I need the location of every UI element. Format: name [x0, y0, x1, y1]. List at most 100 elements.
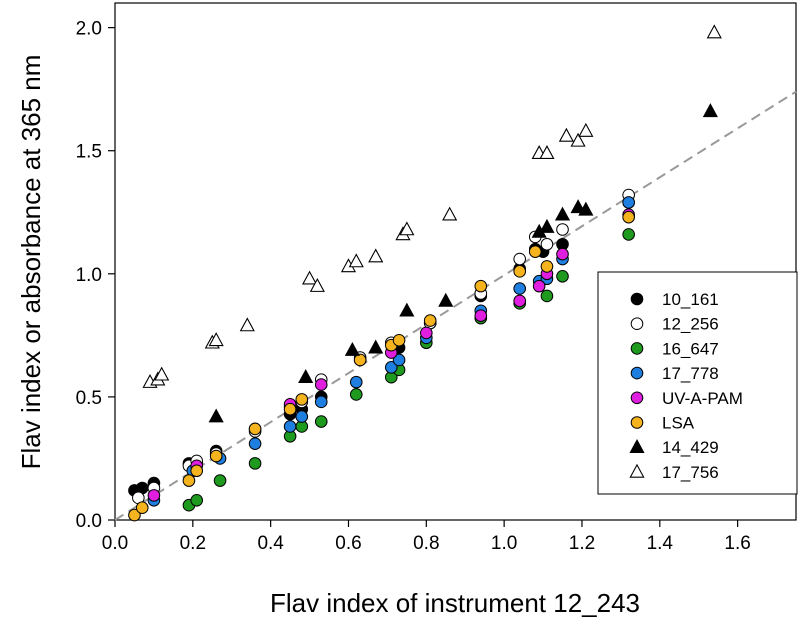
y-axis-label: Flav index or absorbance at 365 nm — [16, 55, 46, 470]
data-point — [344, 341, 360, 356]
data-point — [474, 279, 488, 293]
y-tick-label: 1.0 — [76, 265, 102, 286]
data-point — [570, 199, 586, 214]
y-axis: 0.0 0.5 1.0 1.5 2.0 — [76, 19, 115, 532]
data-point — [314, 415, 328, 428]
data-point — [420, 326, 433, 340]
data-point — [182, 474, 196, 487]
data-point — [578, 201, 594, 216]
legend-marker — [630, 342, 644, 355]
x-tick-label: 0.0 — [102, 533, 128, 554]
data-point — [283, 420, 297, 433]
series-6 — [208, 103, 718, 423]
legend-label: 14_429 — [662, 438, 719, 457]
data-point — [190, 494, 204, 507]
x-tick-label: 0.6 — [335, 533, 361, 554]
data-point — [558, 127, 574, 142]
data-point — [248, 437, 262, 450]
data-point — [532, 279, 546, 293]
data-point — [540, 289, 554, 303]
data-point — [528, 245, 542, 258]
data-point — [348, 253, 364, 268]
y-tick-label: 0.5 — [76, 388, 102, 409]
data-point — [349, 375, 363, 389]
data-point — [702, 103, 718, 118]
data-point — [622, 210, 635, 224]
legend-item: 17_778 — [630, 364, 719, 383]
data-point — [295, 410, 309, 423]
data-point — [570, 132, 586, 147]
data-point — [423, 314, 437, 327]
data-point — [283, 402, 297, 416]
legend: 10_161 12_256 16_647 17_778 UV-A-PAM LSA 14_42… — [597, 271, 798, 495]
legend-label: 17_778 — [662, 364, 719, 383]
legend-marker — [629, 463, 645, 478]
data-point — [353, 353, 367, 367]
data-point — [438, 292, 454, 307]
x-tick-label: 1.4 — [647, 533, 674, 554]
legend-frame — [597, 271, 798, 495]
legend-item: 10_161 — [630, 290, 719, 309]
x-tick-label: 0.8 — [413, 533, 439, 554]
legend-marker — [630, 366, 644, 380]
y-tick-label: 1.5 — [76, 142, 102, 163]
series-7 — [142, 24, 722, 388]
data-point — [208, 408, 224, 423]
data-point — [442, 206, 458, 221]
data-point — [513, 294, 527, 308]
x-axis: 0.0 0.2 0.4 0.6 0.8 1.0 1.2 1.4 1.6 — [102, 520, 751, 554]
data-point — [539, 218, 555, 233]
data-point — [190, 464, 204, 478]
y-tick-label: 2.0 — [76, 19, 102, 40]
data-point — [622, 196, 635, 209]
data-point — [540, 260, 554, 273]
data-point — [399, 221, 415, 236]
legend-marker — [629, 439, 645, 454]
data-point — [399, 302, 415, 317]
data-point — [208, 332, 224, 347]
legend-marker — [630, 317, 644, 331]
data-point — [539, 145, 555, 159]
legend-label: 12_256 — [662, 315, 719, 334]
x-tick-label: 0.4 — [257, 533, 284, 554]
data-point — [314, 378, 328, 391]
legend-item: 14_429 — [629, 438, 719, 457]
data-point — [556, 269, 569, 283]
data-point — [706, 24, 722, 39]
data-point — [474, 309, 488, 322]
series-5 — [128, 210, 635, 522]
data-point — [513, 282, 527, 295]
data-point — [540, 237, 554, 251]
data-point — [392, 353, 406, 367]
x-tick-label: 1.0 — [491, 533, 517, 554]
data-point — [248, 457, 262, 470]
x-tick-label: 1.2 — [569, 533, 595, 554]
data-point — [392, 333, 406, 347]
data-point — [622, 228, 635, 241]
legend-label: LSA — [662, 414, 695, 433]
legend-label: 10_161 — [662, 290, 719, 309]
series-0 — [128, 196, 635, 497]
data-point — [384, 361, 398, 374]
legend-label: 17_756 — [662, 463, 719, 482]
data-point — [239, 317, 255, 332]
data-point — [368, 339, 384, 354]
data-point — [314, 395, 328, 409]
data-points — [128, 24, 722, 522]
legend-item: UV-A-PAM — [630, 389, 743, 408]
legend-item: 16_647 — [630, 339, 719, 358]
data-point — [295, 393, 309, 406]
data-point — [578, 122, 594, 137]
legend-item: 17_756 — [629, 463, 719, 482]
legend-label: 16_647 — [662, 339, 719, 358]
data-point — [248, 422, 262, 436]
plot-frame — [114, 2, 797, 521]
data-point — [349, 388, 363, 401]
y-tick-label: 0.0 — [76, 511, 102, 532]
legend-item: 12_256 — [630, 315, 719, 334]
legend-marker — [630, 391, 644, 405]
data-point — [513, 265, 527, 278]
data-point — [513, 252, 527, 266]
data-point — [309, 277, 325, 292]
